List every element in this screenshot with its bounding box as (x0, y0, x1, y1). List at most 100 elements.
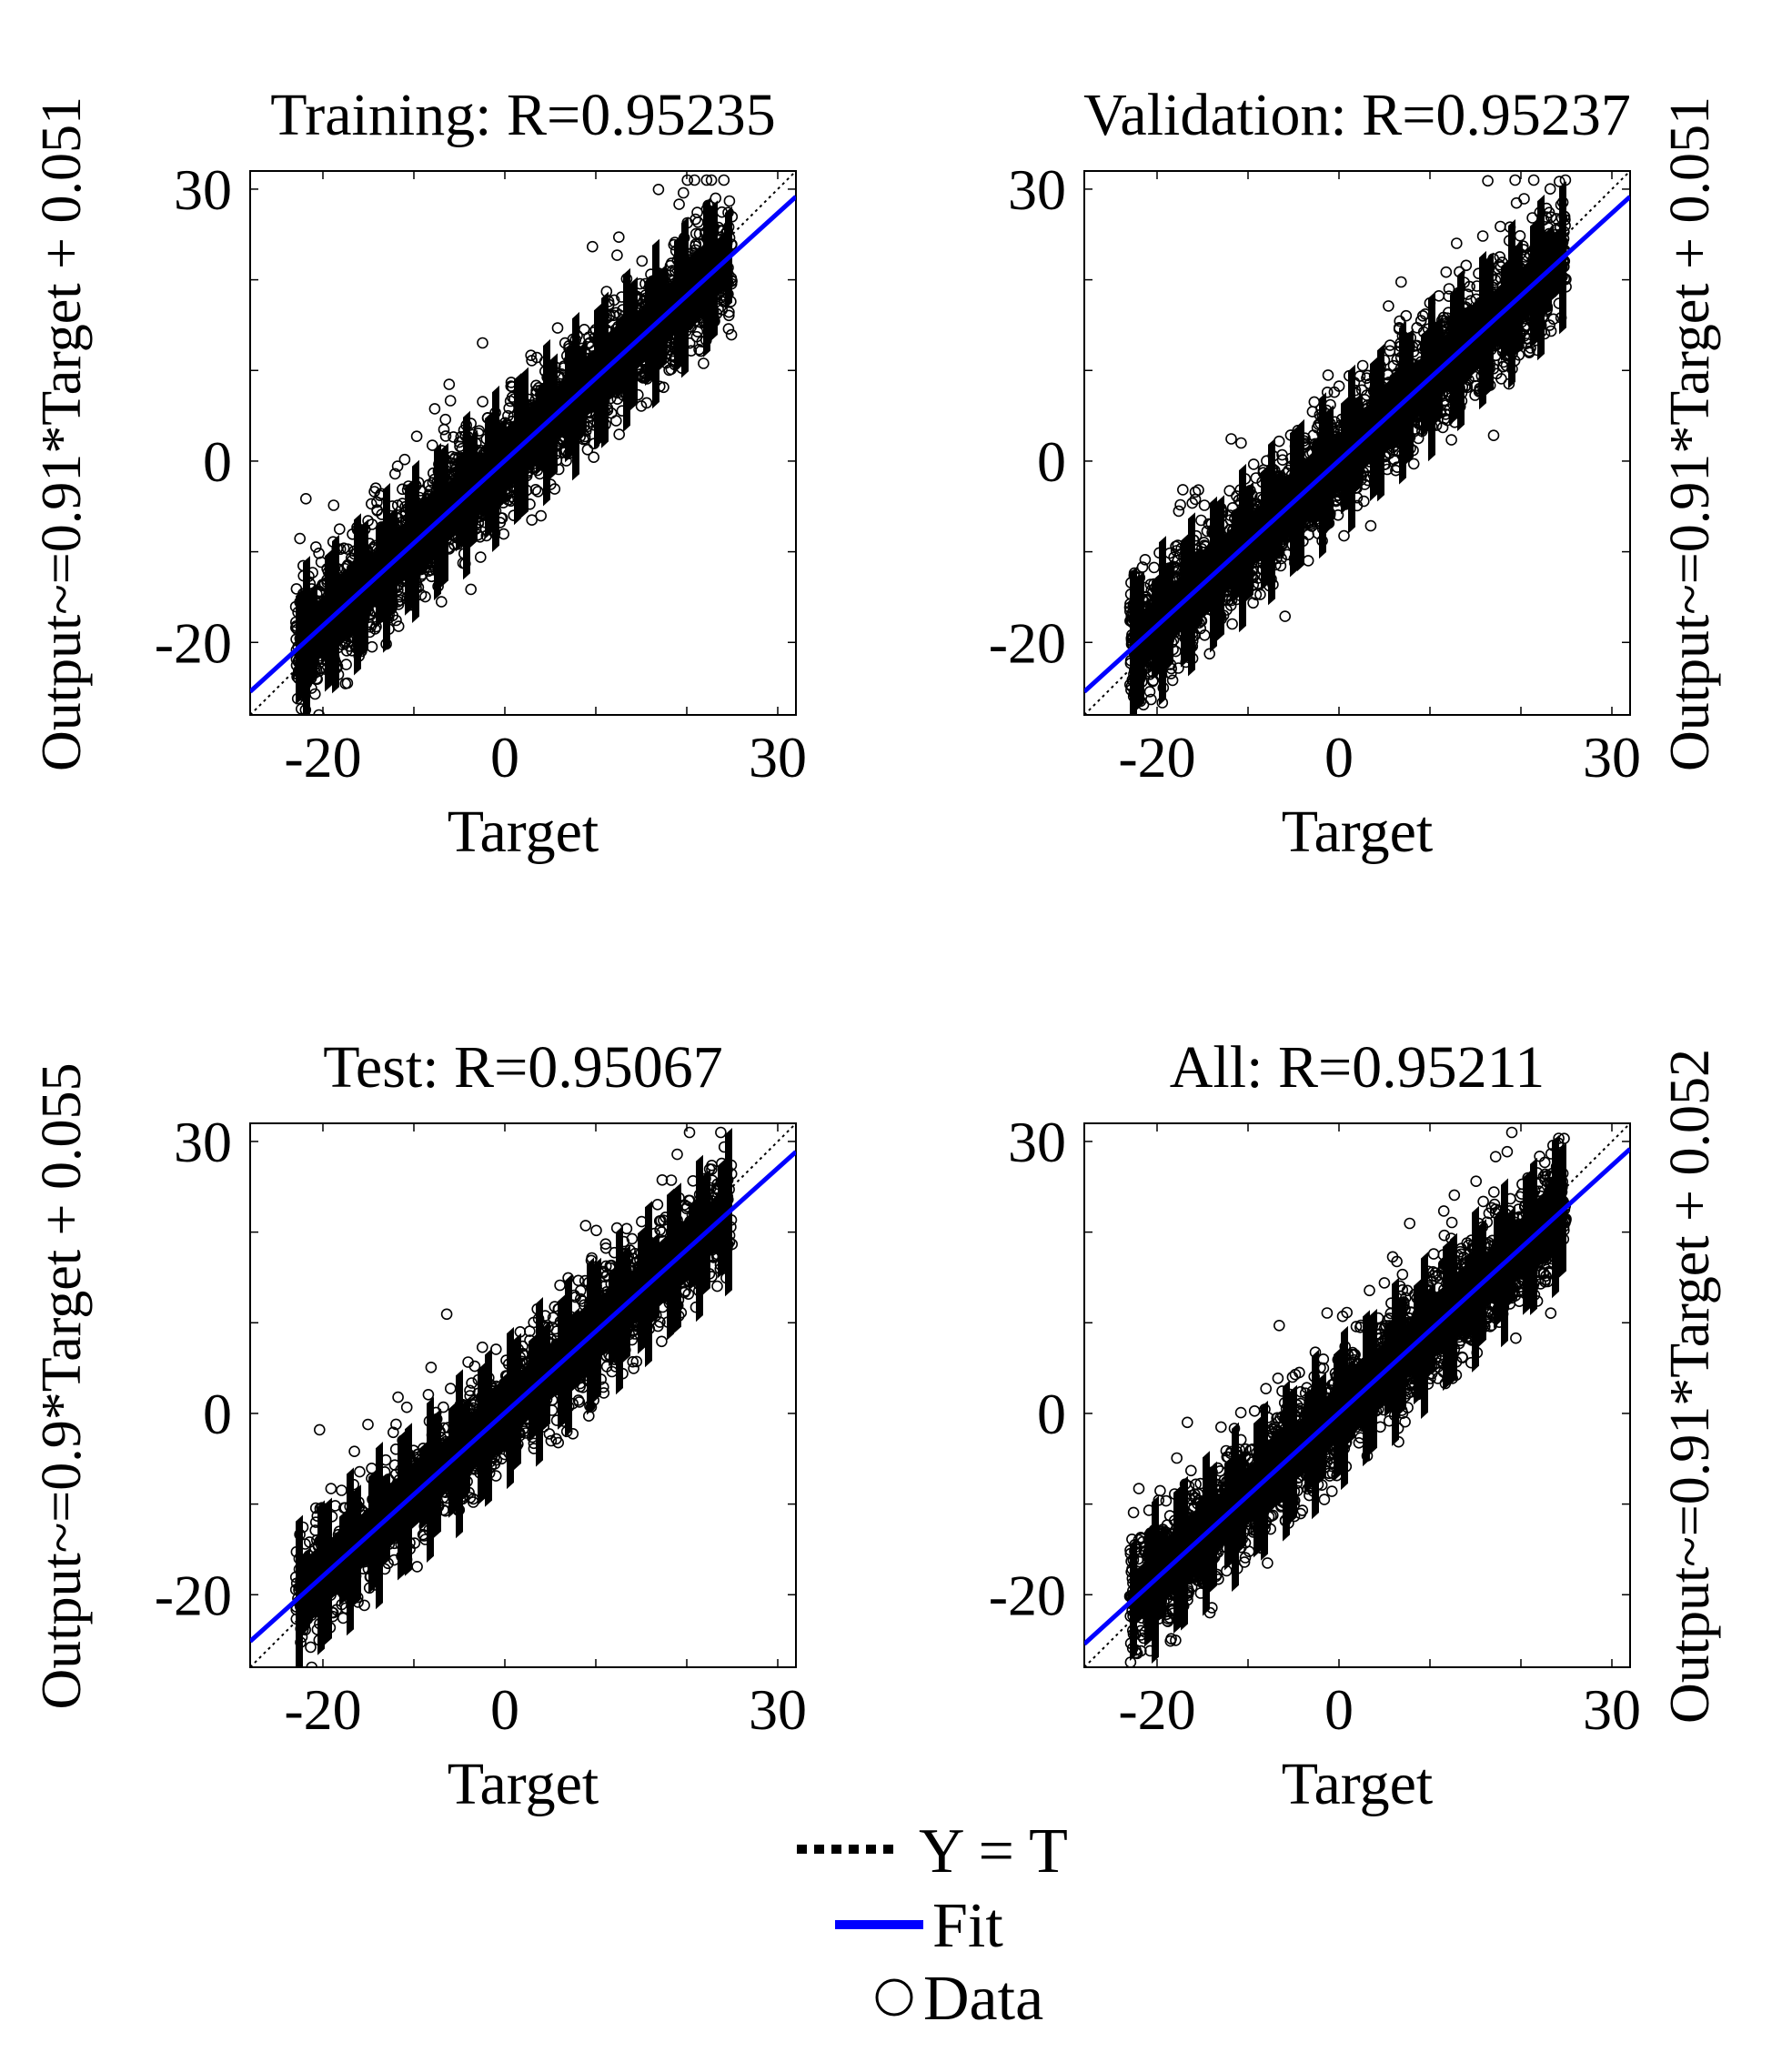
fit-line (250, 195, 796, 694)
data-point (700, 174, 713, 186)
data-point (1174, 498, 1186, 511)
y-axis-label: Output~=0.91*Target + 0.051 (31, 96, 93, 771)
data-point (299, 492, 312, 505)
data-point (1276, 454, 1289, 467)
data-point (1203, 648, 1215, 660)
data-point (586, 240, 599, 253)
data-point (609, 307, 622, 319)
data-point (1394, 315, 1405, 327)
x-axis-label: Target (1282, 799, 1433, 865)
data-point (1139, 553, 1152, 566)
data-point (1451, 237, 1463, 249)
data-point (435, 596, 448, 608)
data-point (1436, 421, 1449, 434)
data-point (1487, 429, 1500, 442)
data-point (390, 1418, 402, 1431)
data-point (1186, 497, 1198, 509)
data-point (1460, 259, 1473, 272)
data-point (426, 439, 438, 451)
data-point (1226, 618, 1238, 630)
data-point (715, 1126, 727, 1139)
data-point (1544, 183, 1556, 195)
data-point (309, 541, 322, 553)
data-point (294, 532, 307, 545)
data-point (340, 659, 352, 670)
data-point (588, 451, 600, 464)
data-point (391, 499, 404, 511)
data-point (722, 309, 735, 322)
data-point (333, 523, 346, 536)
data-point (477, 337, 488, 349)
data-point (1476, 230, 1489, 242)
data-point (1358, 495, 1370, 508)
data-core-band (1130, 566, 1137, 715)
data-point (439, 413, 452, 426)
data-point (1547, 313, 1560, 326)
data-point (1544, 319, 1555, 331)
data-point (677, 186, 690, 199)
data-point (1440, 266, 1453, 278)
x-tick-label: -20 (1118, 725, 1195, 790)
data-point (371, 496, 383, 508)
data-point (636, 255, 649, 267)
data-point (698, 357, 710, 369)
data-point (581, 443, 594, 456)
data-point (502, 409, 514, 422)
data-point (718, 174, 730, 186)
data-point (1322, 369, 1334, 381)
data-point (535, 509, 548, 522)
data-point (444, 395, 457, 407)
x-tick-label: 0 (1324, 725, 1354, 790)
data-point (341, 677, 354, 689)
y-tick-label: 30 (1008, 157, 1066, 222)
y-tick-label: -20 (155, 610, 232, 675)
data-point (1509, 174, 1521, 186)
data-point (443, 378, 456, 390)
data-point (526, 355, 538, 367)
data-point (1328, 386, 1341, 398)
data-point (472, 427, 485, 439)
data-point (410, 430, 423, 443)
data-point (1554, 176, 1565, 187)
data-point (365, 498, 378, 510)
x-tick-label: -20 (284, 725, 361, 790)
panels: -20 0 30 -20 0 30 Training: R=0.95235 Target Out… (31, 82, 1721, 1817)
data-point (327, 499, 340, 511)
data-point (439, 430, 452, 442)
data-point (1443, 283, 1455, 295)
x-tick-label: 30 (1583, 725, 1641, 790)
y-axis-label: Output~=0.91*Target + 0.051 (1659, 96, 1721, 771)
data-point (1383, 300, 1394, 312)
data-point (1364, 519, 1377, 532)
y-tick-label: 0 (1037, 429, 1066, 494)
data-point (635, 400, 648, 412)
data-point (1145, 693, 1157, 706)
data-point (551, 322, 564, 334)
data-point (1494, 251, 1506, 263)
data-point (392, 620, 405, 632)
data-point (1189, 486, 1202, 498)
data-point (1173, 662, 1184, 674)
panel-title: Validation: R=0.95237 (1083, 82, 1631, 148)
x-tick-label: 0 (490, 725, 519, 790)
data-point (1482, 175, 1494, 187)
panel-title: Training: R=0.95235 (270, 82, 776, 148)
data-point (1527, 174, 1540, 186)
x-axis-label: Target (448, 799, 599, 865)
data-point (612, 231, 625, 244)
data-point (652, 184, 665, 196)
data-point (609, 415, 622, 427)
data-point (391, 460, 404, 472)
x-tick-label: 30 (749, 725, 807, 790)
data-point (1198, 499, 1211, 511)
data-point (428, 403, 441, 415)
data-point (1223, 485, 1235, 497)
data-point (1143, 686, 1156, 698)
data-point (1356, 359, 1369, 372)
data-point (1225, 433, 1237, 445)
data-point (474, 551, 487, 563)
data-point (368, 623, 381, 635)
